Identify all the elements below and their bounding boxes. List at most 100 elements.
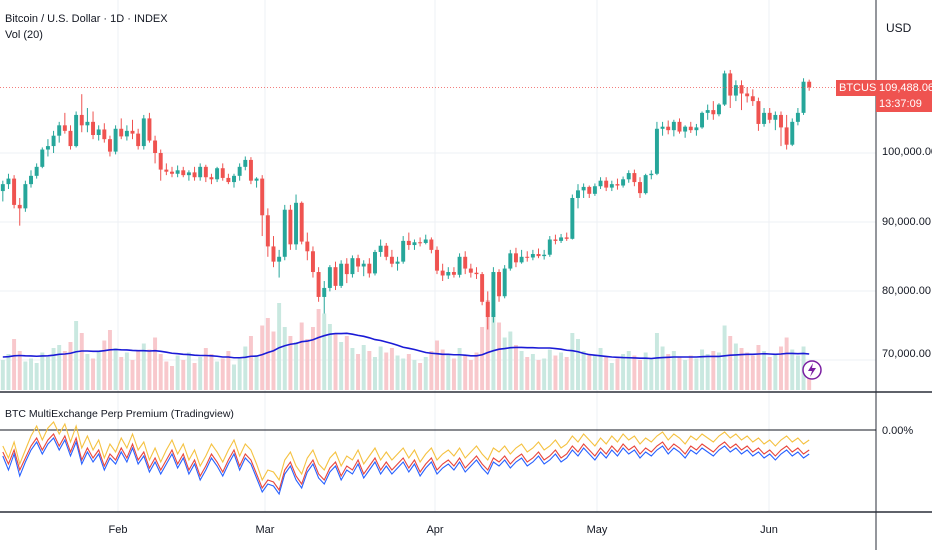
volume-bar: [350, 348, 355, 390]
candle-body: [700, 112, 705, 128]
candle-body: [164, 169, 169, 172]
candle-body: [423, 239, 428, 243]
volume-bar: [51, 348, 56, 390]
candle-body: [209, 177, 214, 180]
candle-body: [784, 127, 789, 145]
volume-bar: [688, 355, 693, 390]
volume-bar: [762, 351, 767, 390]
volume-bar: [592, 355, 597, 390]
indicator-title[interactable]: BTC MultiExchange Perp Premium (Tradingv…: [5, 408, 234, 420]
candle-body: [559, 237, 564, 241]
candle-body: [547, 239, 552, 255]
volume-bar: [17, 351, 22, 390]
volume-bar: [790, 349, 795, 390]
volume-bar: [485, 300, 490, 390]
candle-body: [107, 139, 112, 152]
candle-body: [801, 81, 806, 113]
currency-label[interactable]: USD: [886, 21, 912, 35]
candle-body: [722, 73, 727, 105]
candle-body: [232, 175, 236, 183]
x-tick-label: Mar: [255, 524, 275, 536]
volume-bar: [102, 340, 107, 390]
candle-body: [378, 245, 383, 252]
candle-body: [412, 242, 417, 246]
candle-body: [773, 114, 778, 120]
candle-body: [79, 114, 84, 126]
volume-bar: [626, 351, 631, 390]
candle-body: [237, 166, 242, 176]
candle-body: [406, 240, 411, 246]
volume-bar: [536, 360, 541, 390]
candle-body: [288, 209, 293, 245]
volume-bar: [181, 360, 186, 390]
candle-body: [17, 204, 22, 209]
candle-body: [497, 272, 502, 297]
volume-bar: [451, 358, 456, 390]
candle-body: [248, 159, 253, 181]
chart-title: Bitcoin / U.S. Dollar · 1D · INDEX: [5, 13, 168, 25]
candle-body: [310, 251, 315, 273]
candle-body: [446, 272, 451, 276]
volume-bar: [158, 354, 163, 390]
candle-body: [750, 96, 755, 102]
candle-body: [389, 256, 394, 264]
volume-bar: [198, 357, 203, 390]
candle-body: [175, 170, 180, 174]
candle-body: [728, 73, 733, 96]
candle-body: [795, 112, 800, 122]
candle-body: [12, 178, 17, 205]
volume-bar: [327, 324, 332, 390]
candle-body: [683, 126, 688, 132]
candle-body: [435, 249, 439, 271]
candle-body: [344, 263, 349, 275]
candle-body: [294, 202, 299, 245]
volume-bar: [654, 333, 659, 390]
volume-ma-line: [2, 332, 810, 360]
candle-body: [361, 263, 366, 267]
volume-bar: [559, 352, 564, 390]
candle-body: [632, 173, 637, 183]
volume-bar: [502, 337, 507, 390]
candle-body: [23, 184, 28, 209]
volume-bar: [446, 354, 451, 390]
candle-body: [542, 254, 547, 257]
candle-body: [536, 254, 541, 257]
volume-bar: [356, 354, 361, 390]
volume-bar: [113, 348, 118, 390]
candle-body: [418, 242, 423, 244]
volume-bar: [395, 355, 400, 390]
candle-body: [271, 246, 276, 262]
candle-body: [102, 129, 107, 140]
volume-bar: [632, 355, 637, 390]
y-tick-label: 70,000.00: [882, 348, 931, 360]
volume-bar: [615, 358, 620, 390]
volume-bar: [807, 372, 812, 390]
volume-bar: [79, 333, 84, 390]
candle-body: [705, 110, 710, 113]
volume-bar: [513, 345, 518, 390]
volume-bar: [175, 355, 180, 390]
volume-bar: [141, 343, 146, 390]
candle-body: [790, 121, 795, 145]
candle-body: [147, 118, 152, 141]
volume-bar: [136, 351, 141, 390]
volume-bar: [192, 363, 197, 390]
volume-bar: [203, 348, 208, 390]
volume-bar: [728, 336, 733, 390]
candle-body: [513, 253, 518, 263]
candle-body: [519, 256, 524, 263]
volume-bar: [96, 351, 101, 390]
volume-indicator-label[interactable]: Vol (20): [5, 29, 43, 41]
premium-line-yellow: [2, 421, 810, 482]
candle-body: [40, 149, 45, 167]
volume-bar: [660, 346, 665, 390]
volume-bar: [57, 345, 62, 390]
volume-bar: [525, 357, 530, 390]
candle-body: [598, 180, 603, 187]
volume-bar: [795, 355, 800, 390]
candle-body: [480, 274, 485, 302]
candle-body: [322, 287, 327, 297]
volume-bar: [124, 352, 129, 390]
volume-bar: [711, 351, 716, 390]
